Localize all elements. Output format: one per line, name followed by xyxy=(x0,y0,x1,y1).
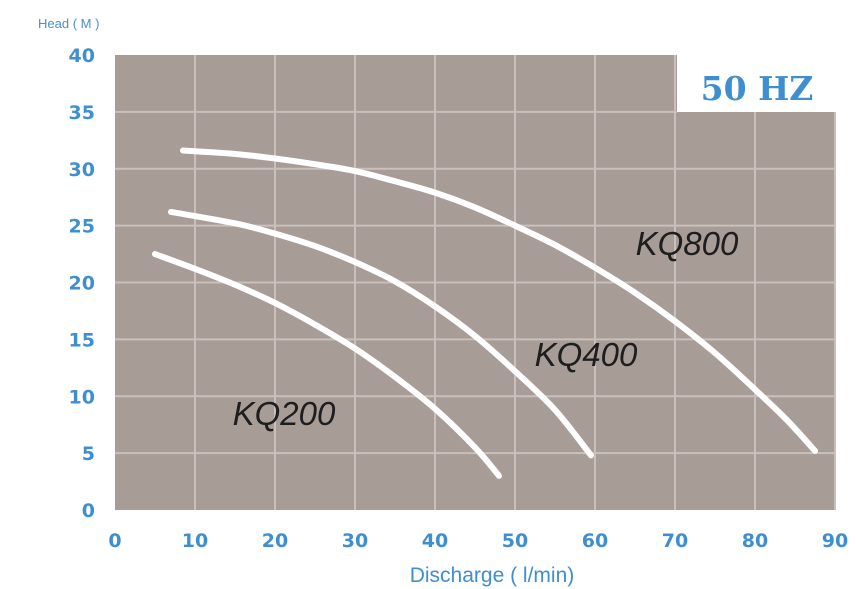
y-tick-label: 25 xyxy=(69,216,95,238)
curve-kq800 xyxy=(180,147,818,454)
series-label-kq800: KQ800 xyxy=(636,225,739,262)
frequency-badge: 50 HZ xyxy=(701,69,814,108)
y-tick-label: 15 xyxy=(69,329,95,351)
series-label-kq400: KQ400 xyxy=(535,336,638,373)
curve-kq400 xyxy=(168,208,594,459)
x-tick-label: 60 xyxy=(582,530,608,552)
y-tick-label: 10 xyxy=(69,386,95,408)
y-tick-label: 35 xyxy=(69,102,95,124)
curve-kq200 xyxy=(152,251,502,479)
y-tick-label: 20 xyxy=(69,273,95,295)
y-tick-label: 30 xyxy=(69,159,95,181)
x-tick-label: 10 xyxy=(182,530,208,552)
x-tick-label: 40 xyxy=(422,530,448,552)
y-tick-label: 0 xyxy=(82,500,95,522)
x-axis-label: Discharge ( l/min) xyxy=(410,564,575,587)
x-tick-label: 0 xyxy=(108,530,121,552)
x-tick-labels: 0 10 20 30 40 50 60 70 80 90 xyxy=(108,530,848,552)
series-curves xyxy=(152,147,818,479)
y-tick-labels: 0 5 10 15 20 25 30 35 40 xyxy=(69,45,95,522)
y-tick-label: 40 xyxy=(69,45,95,67)
y-axis-label: Head ( M ) xyxy=(38,16,99,31)
x-tick-label: 90 xyxy=(822,530,848,552)
x-tick-label: 80 xyxy=(742,530,768,552)
series-label-kq200: KQ200 xyxy=(233,395,336,432)
x-tick-label: 20 xyxy=(262,530,288,552)
series-labels: KQ200 KQ400 KQ800 xyxy=(233,225,739,432)
y-tick-label: 5 xyxy=(82,443,95,465)
frequency-badge-label: 50 HZ xyxy=(701,69,814,108)
x-tick-label: 30 xyxy=(342,530,368,552)
x-tick-label: 50 xyxy=(502,530,528,552)
x-tick-label: 70 xyxy=(662,530,688,552)
